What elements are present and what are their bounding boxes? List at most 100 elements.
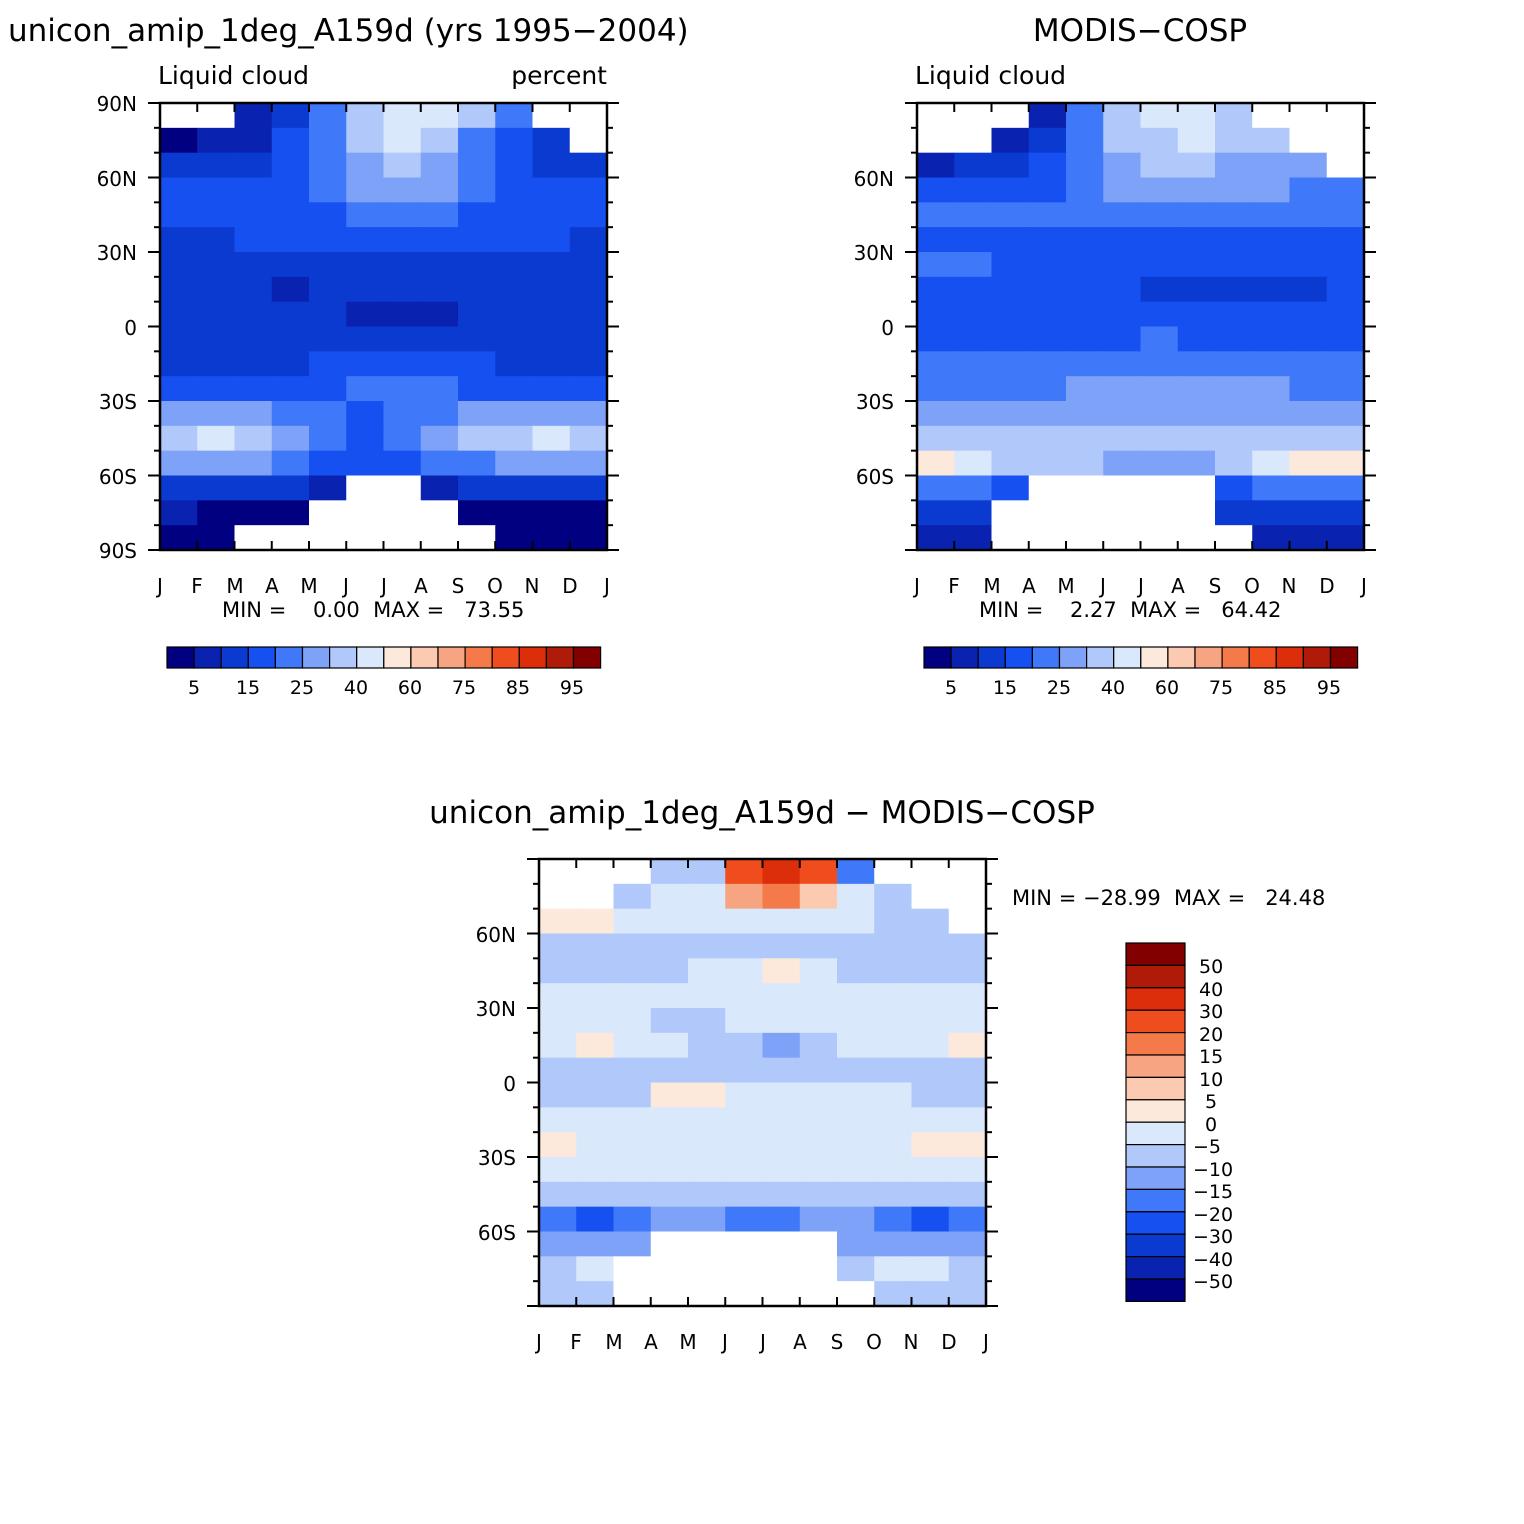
data-cell — [1140, 252, 1179, 278]
data-cell — [532, 127, 571, 154]
colorbar-swatch — [1167, 646, 1196, 669]
data-cell — [532, 301, 571, 328]
data-cell — [569, 326, 608, 352]
data-cell — [799, 933, 838, 959]
data-cell — [234, 202, 273, 228]
lat-label: 90N — [97, 92, 137, 116]
month-label: O — [866, 1330, 882, 1354]
data-cell — [495, 401, 534, 427]
data-cell — [458, 525, 496, 551]
data-cell — [948, 1256, 987, 1282]
data-cell — [725, 1107, 764, 1133]
data-cell — [613, 1032, 652, 1059]
data-cell — [688, 1082, 726, 1108]
data-cell — [458, 351, 496, 377]
data-cell — [346, 525, 385, 551]
data-cell — [948, 983, 987, 1009]
data-cell — [874, 883, 913, 910]
data-cell — [874, 1057, 913, 1084]
data-cell — [762, 1206, 801, 1233]
colorbar-label: −15 — [1193, 1181, 1233, 1203]
data-cell — [799, 1107, 838, 1133]
data-cell — [309, 252, 347, 278]
data-cell — [1252, 376, 1291, 402]
colorbar-swatch — [220, 646, 249, 669]
data-cell — [1103, 376, 1142, 402]
colorbar-label: 40 — [1199, 979, 1223, 1001]
lat-label: 60N — [476, 923, 516, 947]
data-cell — [948, 883, 987, 910]
data-cell — [420, 276, 459, 303]
colorbar-swatch — [1125, 1233, 1186, 1258]
colorbar-swatch — [1125, 1166, 1186, 1190]
data-cell — [346, 475, 385, 501]
data-cell — [495, 450, 534, 477]
data-cell — [954, 276, 993, 303]
data-cell — [613, 933, 652, 959]
data-cell — [613, 1157, 652, 1183]
data-cell — [420, 202, 459, 228]
data-cell — [688, 908, 726, 935]
data-cell — [650, 1082, 689, 1108]
data-cell — [569, 525, 608, 551]
data-cell — [160, 351, 198, 377]
data-cell — [160, 475, 198, 501]
data-cell — [539, 1032, 577, 1059]
data-cell — [1252, 301, 1291, 328]
data-cell — [650, 1231, 689, 1257]
data-cell — [569, 276, 608, 303]
data-cell — [532, 103, 571, 129]
data-cell — [1326, 227, 1365, 253]
lat-label: 0 — [503, 1072, 516, 1096]
data-cell — [160, 401, 198, 427]
data-cell — [1028, 177, 1067, 203]
colorbar-swatch — [977, 646, 1006, 669]
data-cell — [613, 1057, 652, 1084]
data-cell — [495, 500, 534, 526]
data-cell — [762, 1082, 801, 1108]
data-cell — [991, 252, 1030, 278]
data-cell — [917, 152, 955, 179]
month-label: O — [1244, 574, 1260, 598]
colorbar-swatch — [1125, 964, 1186, 989]
colorbar-swatch — [1125, 1054, 1186, 1078]
data-cell — [954, 202, 993, 228]
colorbar-swatch — [1058, 646, 1088, 669]
data-cell — [539, 983, 577, 1009]
month-label: J — [720, 1330, 728, 1354]
month-label: A — [265, 574, 279, 598]
data-cell — [346, 252, 385, 278]
data-cell — [271, 276, 310, 303]
data-cell — [576, 1008, 615, 1034]
month-label: F — [948, 574, 960, 598]
data-cell — [576, 933, 615, 959]
data-cell — [539, 1082, 577, 1108]
data-cell — [532, 351, 571, 377]
data-cell — [725, 1157, 764, 1183]
data-cell — [1252, 425, 1291, 452]
data-cell — [991, 500, 1030, 526]
data-cell — [383, 326, 422, 352]
data-cell — [532, 376, 571, 402]
colorbar-swatch — [1125, 1143, 1186, 1168]
data-cell — [917, 177, 955, 203]
panel-model-min-max: MIN = 0.00 MAX = 73.55 — [222, 598, 524, 622]
data-cell — [874, 1082, 913, 1108]
month-label: S — [1209, 574, 1222, 598]
data-cell — [346, 152, 385, 179]
data-cell — [837, 883, 875, 910]
data-cell — [383, 525, 422, 551]
colorbar-swatch — [1125, 1076, 1186, 1101]
data-cell — [309, 401, 347, 427]
data-cell — [420, 500, 459, 526]
data-cell — [495, 376, 534, 402]
data-cell — [762, 1107, 801, 1133]
data-cell — [1028, 351, 1067, 377]
data-cell — [948, 1032, 987, 1059]
data-cell — [1289, 177, 1328, 203]
colorbar-label: 75 — [1209, 677, 1233, 699]
data-cell — [799, 1256, 838, 1282]
data-cell — [948, 1281, 987, 1307]
data-cell — [1028, 276, 1067, 303]
data-cell — [539, 859, 577, 885]
